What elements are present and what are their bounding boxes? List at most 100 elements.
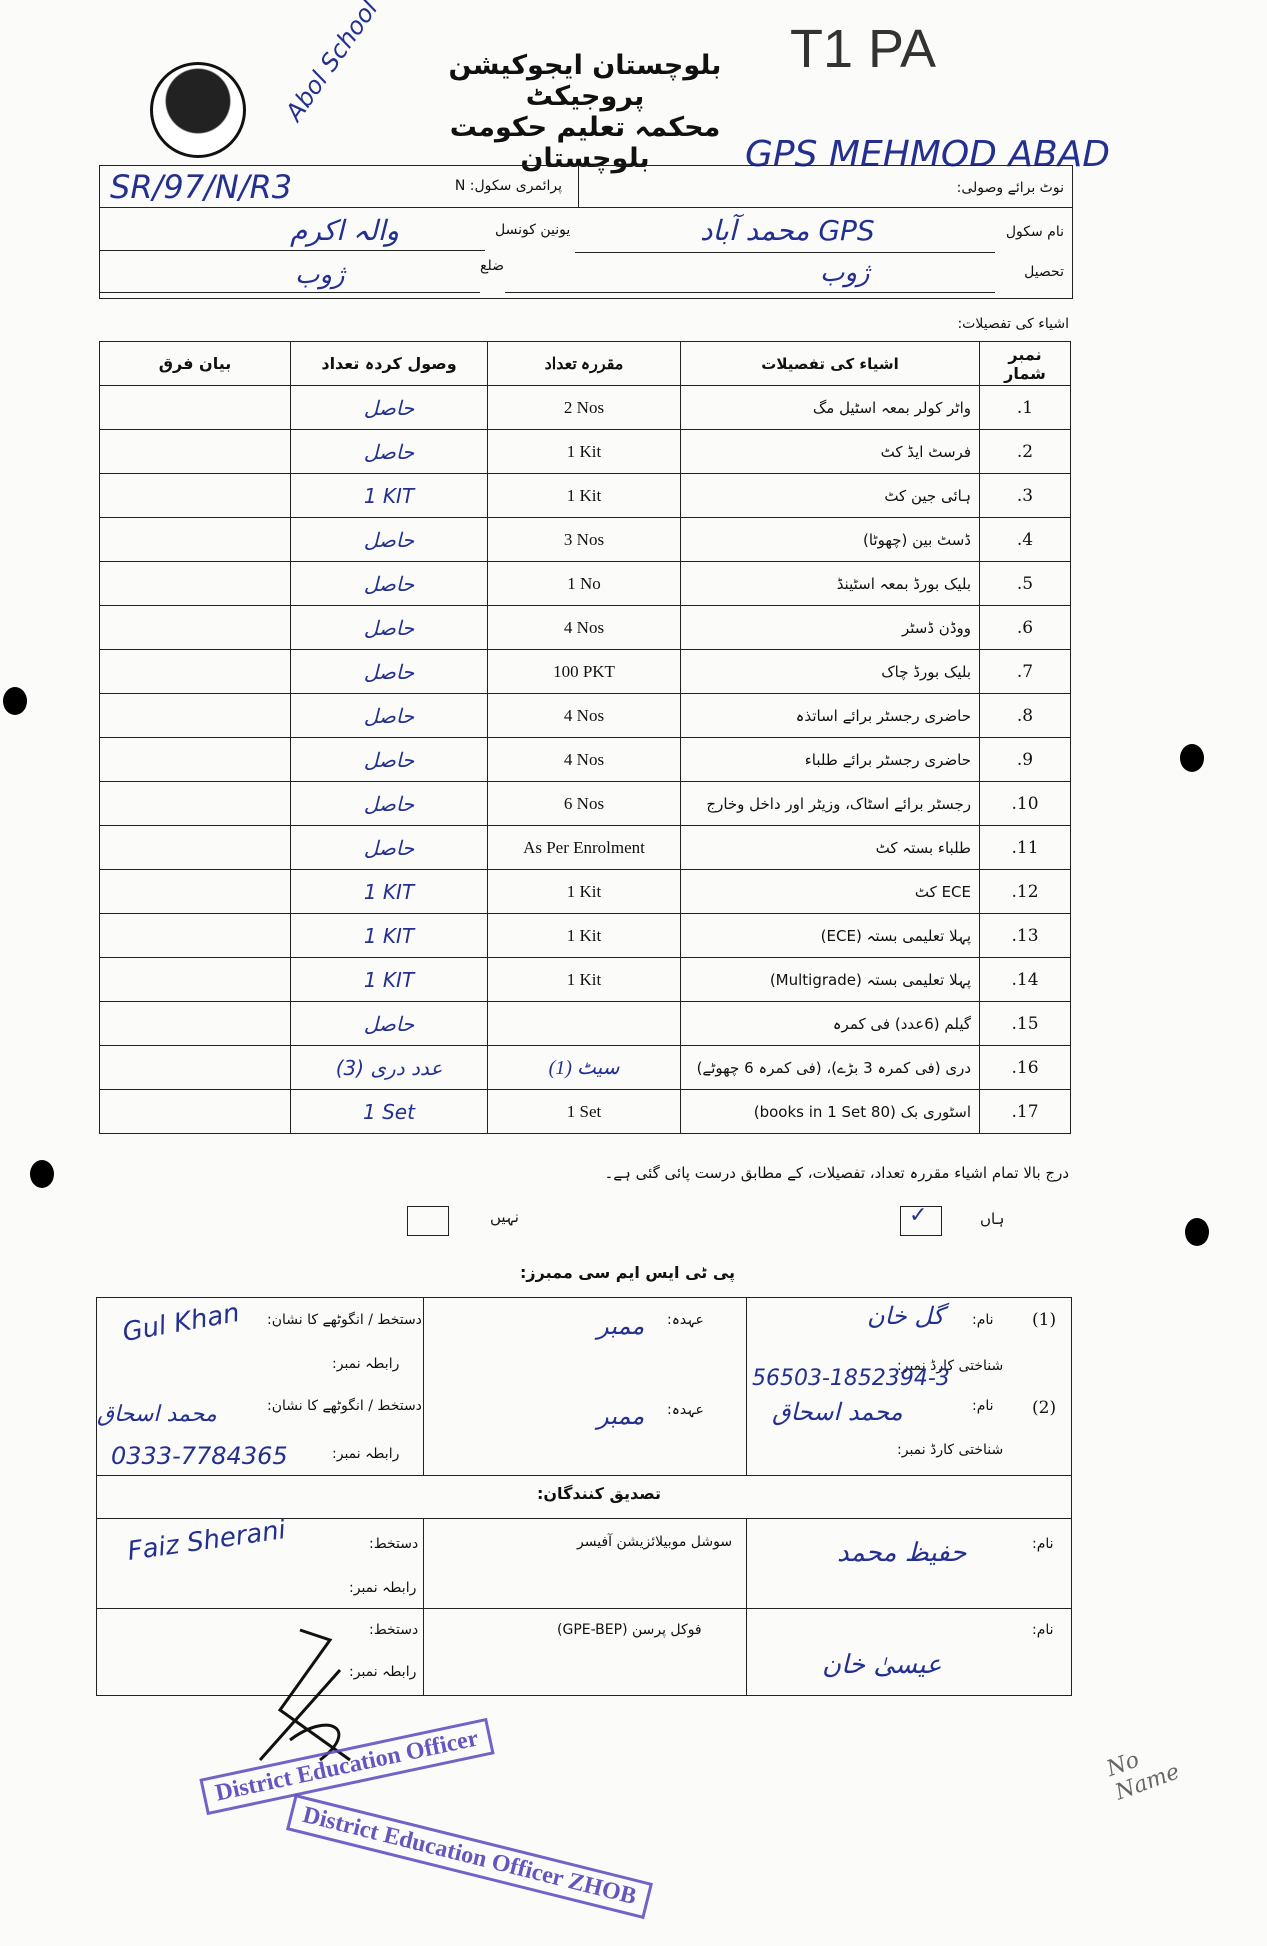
cell-received: حاصل bbox=[290, 605, 488, 650]
table-row: حاصل 2 Nos واٹر کولر بمعہ اسٹیل مگ .1 bbox=[99, 385, 1071, 430]
cell-diff bbox=[99, 693, 291, 738]
punch-hole bbox=[3, 687, 27, 715]
union-council-value: والہ اکرم bbox=[290, 214, 400, 247]
table-row: حاصل 6 Nos رجسٹر برائے اسٹاک، وزیٹر اور دا… bbox=[99, 781, 1071, 826]
table-row: 1 KIT 1 Kit پہلا تعلیمی بستہ (Multigrade).… bbox=[99, 957, 1071, 1002]
cell-qty: 3 Nos bbox=[487, 517, 681, 562]
cell-item: ECE کٹ bbox=[680, 869, 980, 914]
cell-qty: 4 Nos bbox=[487, 605, 681, 650]
union-council-label: یونین کونسل bbox=[495, 222, 571, 238]
cell-qty: 100 PKT bbox=[487, 649, 681, 694]
cell-item: طلباء بستہ کٹ bbox=[680, 825, 980, 870]
member-2-signature: محمد اسحاق bbox=[97, 1402, 217, 1427]
balochistan-logo bbox=[150, 62, 246, 158]
cell-no: .12 bbox=[979, 869, 1071, 914]
table-row: 1 KIT 1 Kit ECE کٹ .12 bbox=[99, 869, 1071, 914]
items-table: بیان فرق وصول کردہ تعداد مقررہ تعداد اشی… bbox=[99, 341, 1071, 1134]
member-1-post: ممبر bbox=[597, 1312, 645, 1340]
verifier-1-sign-label: دستخط: bbox=[369, 1536, 419, 1552]
cell-no: .7 bbox=[979, 649, 1071, 694]
cell-received: حاصل bbox=[290, 693, 488, 738]
cell-qty: 1 Kit bbox=[487, 957, 681, 1002]
handwritten-no-name: No Name bbox=[1103, 1747, 1183, 1806]
cell-diff bbox=[99, 869, 291, 914]
cell-qty: 4 Nos bbox=[487, 693, 681, 738]
table-row: حاصل 4 Nos حاضری رجسٹر برائے طلباء .9 bbox=[99, 737, 1071, 782]
school-info-box: نوٹ برائے وصولی: پرائمری سکول: N SR/97/N… bbox=[99, 165, 1073, 299]
cell-qty: As Per Enrolment bbox=[487, 825, 681, 870]
table-row: حاصل 4 Nos ووڈن ڈسٹر .6 bbox=[99, 605, 1071, 650]
cell-received: حاصل bbox=[290, 561, 488, 606]
table-row: حاصل 100 PKT بلیک بورڈ چاک .7 bbox=[99, 649, 1071, 694]
stamp-deo-zhob: District Education Officer ZHOB bbox=[286, 1793, 653, 1920]
cell-qty bbox=[487, 1001, 681, 1046]
member-2-cnic-label: شناختی کارڈ نمبر: bbox=[897, 1442, 1004, 1458]
cell-item: بلیک بورڈ بمعہ اسٹینڈ bbox=[680, 561, 980, 606]
cell-qty: 6 Nos bbox=[487, 781, 681, 826]
punch-hole bbox=[1180, 744, 1204, 772]
col-item: اشیاء کی تفصیلات bbox=[680, 341, 980, 386]
member-1-name: گل خان bbox=[867, 1302, 945, 1330]
table-row: 1 Set 1 Set اسٹوری بک (80 books in 1 Set).… bbox=[99, 1089, 1071, 1134]
member-2-name-label: نام: bbox=[972, 1398, 994, 1414]
table-row: حاصل 1 Kit فرسٹ ایڈ کٹ .2 bbox=[99, 429, 1071, 474]
no-checkbox[interactable] bbox=[407, 1206, 449, 1236]
title-line-1: بلوچستان ایجوکیشن پروجیکٹ bbox=[448, 50, 722, 112]
table-row: حاصل As Per Enrolment طلباء بستہ کٹ .11 bbox=[99, 825, 1071, 870]
member-1-index: (1) bbox=[1032, 1310, 1057, 1330]
cell-item: حاضری رجسٹر برائے اساتذہ bbox=[680, 693, 980, 738]
tehsil-value: ژوب bbox=[820, 258, 870, 288]
member-1-signature: Gul Khan bbox=[120, 1297, 242, 1349]
table-row: حاصل گیلم (6عدد) فی کمرہ .15 bbox=[99, 1001, 1071, 1046]
member-2-index: (2) bbox=[1032, 1398, 1057, 1418]
cell-diff bbox=[99, 737, 291, 782]
cell-no: .13 bbox=[979, 913, 1071, 958]
cell-no: .1 bbox=[979, 385, 1071, 430]
cell-no: .2 bbox=[979, 429, 1071, 474]
cell-received: 1 Set bbox=[290, 1089, 488, 1134]
cell-received: حاصل bbox=[290, 737, 488, 782]
cell-received: (3) عدد دری bbox=[290, 1045, 488, 1090]
cell-no: .6 bbox=[979, 605, 1071, 650]
cell-no: .10 bbox=[979, 781, 1071, 826]
cell-qty: 1 Set bbox=[487, 1089, 681, 1134]
verifier-2-role: فوکل پرسن (GPE-BEP) bbox=[557, 1622, 702, 1638]
cell-qty: 1 Kit bbox=[487, 429, 681, 474]
cell-diff bbox=[99, 825, 291, 870]
cell-diff bbox=[99, 517, 291, 562]
member-1-post-label: عہدہ: bbox=[667, 1312, 704, 1328]
cell-diff bbox=[99, 561, 291, 606]
cell-item: ووڈن ڈسٹر bbox=[680, 605, 980, 650]
yes-checkbox[interactable]: ✓ bbox=[900, 1203, 942, 1236]
verifier-1-role: سوشل موبیلائزیشن آفیسر bbox=[577, 1534, 733, 1550]
table-row: حاصل 3 Nos ڈسٹ بین (چھوٹا) .4 bbox=[99, 517, 1071, 562]
cell-item: پہلا تعلیمی بستہ (Multigrade) bbox=[680, 957, 980, 1002]
member-1-sign-label: دستخط / انگوٹھے کا نشان: bbox=[267, 1312, 422, 1328]
cell-received: 1 KIT bbox=[290, 473, 488, 518]
cell-item: بلیک بورڈ چاک bbox=[680, 649, 980, 694]
cell-item: رجسٹر برائے اسٹاک، وزیٹر اور داخل وخارج bbox=[680, 781, 980, 826]
members-box: (1) نام: گل خان شناختی کارڈ نمبر: 56503-… bbox=[96, 1297, 1072, 1696]
punch-hole bbox=[1185, 1218, 1209, 1246]
member-2-contact: 0333-7784365 bbox=[111, 1442, 288, 1470]
cell-received: حاصل bbox=[290, 649, 488, 694]
title-line-2: محکمہ تعلیم حکومت بلوچستان bbox=[449, 112, 721, 174]
table-row: (3) عدد دری (1) سیٹ دری (فی کمرہ 3 بڑے)، (… bbox=[99, 1045, 1071, 1090]
verifier-2-name-label: نام: bbox=[1032, 1622, 1054, 1638]
cell-diff bbox=[99, 1001, 291, 1046]
cell-received: 1 KIT bbox=[290, 869, 488, 914]
table-row: 1 KIT 1 Kit ہائی جین کٹ .3 bbox=[99, 473, 1071, 518]
cell-diff bbox=[99, 1045, 291, 1090]
cell-no: .8 bbox=[979, 693, 1071, 738]
cell-received: حاصل bbox=[290, 517, 488, 562]
col-no: نمبر شمار bbox=[979, 341, 1071, 386]
cell-item: فرسٹ ایڈ کٹ bbox=[680, 429, 980, 474]
school-name-value: GPS محمد آباد bbox=[700, 214, 875, 247]
note-label: نوٹ برائے وصولی: bbox=[956, 180, 1064, 196]
verifier-2-sign-label: دستخط: bbox=[369, 1622, 419, 1638]
cell-item: گیلم (6عدد) فی کمرہ bbox=[680, 1001, 980, 1046]
cell-diff bbox=[99, 605, 291, 650]
verifier-1-contact-label: رابطہ نمبر: bbox=[349, 1580, 417, 1596]
cell-diff bbox=[99, 429, 291, 474]
cell-item: حاضری رجسٹر برائے طلباء bbox=[680, 737, 980, 782]
